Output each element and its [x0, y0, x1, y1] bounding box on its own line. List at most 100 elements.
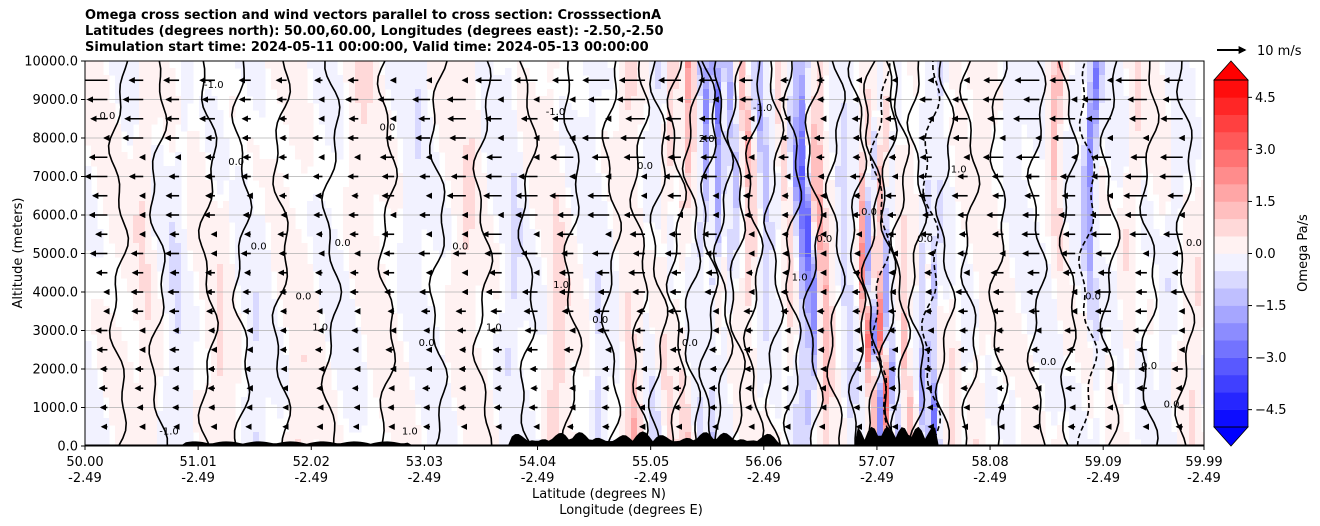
omega-cell	[385, 145, 392, 153]
omega-cell	[541, 313, 548, 321]
omega-cell	[289, 292, 296, 300]
omega-cell	[643, 383, 650, 391]
omega-cell	[85, 201, 92, 209]
omega-cell	[205, 334, 212, 342]
omega-cell	[511, 152, 518, 160]
omega-cell	[673, 355, 680, 363]
omega-cell	[733, 201, 740, 209]
omega-cell	[301, 110, 308, 118]
omega-cell	[397, 61, 404, 69]
omega-cell	[313, 215, 320, 223]
omega-cell	[355, 222, 362, 230]
omega-cell	[649, 397, 656, 405]
omega-cell	[709, 292, 716, 300]
omega-cell	[355, 117, 362, 125]
omega-cell	[571, 159, 578, 167]
omega-cell	[475, 271, 482, 279]
omega-cell	[667, 103, 674, 111]
omega-cell	[739, 89, 746, 97]
omega-cell	[133, 145, 140, 153]
omega-cell	[223, 222, 230, 230]
omega-cell	[271, 68, 278, 76]
omega-cell	[649, 390, 656, 398]
omega-cell	[739, 285, 746, 293]
omega-cell	[121, 257, 128, 265]
omega-cell	[349, 110, 356, 118]
omega-cell	[457, 390, 464, 398]
omega-cell	[619, 201, 626, 209]
omega-cell	[553, 376, 560, 384]
omega-cell	[439, 432, 446, 440]
omega-cell	[499, 397, 506, 405]
omega-cell	[751, 208, 758, 216]
omega-cell	[181, 376, 188, 384]
omega-cell	[331, 82, 338, 90]
omega-cell	[289, 110, 296, 118]
omega-cell	[589, 313, 596, 321]
omega-cell	[493, 152, 500, 160]
omega-cell	[355, 138, 362, 146]
omega-cell	[343, 292, 350, 300]
omega-cell	[439, 61, 446, 69]
omega-cell	[547, 299, 554, 307]
omega-cell	[259, 306, 266, 314]
omega-cell	[271, 257, 278, 265]
omega-cell	[553, 320, 560, 328]
omega-cell	[175, 194, 182, 202]
omega-cell	[325, 257, 332, 265]
omega-cell	[487, 390, 494, 398]
omega-cell	[619, 257, 626, 265]
omega-cell	[421, 348, 428, 356]
omega-cell	[679, 187, 686, 195]
omega-cell	[421, 152, 428, 160]
omega-cell	[451, 166, 458, 174]
omega-cell	[259, 285, 266, 293]
omega-cell	[529, 89, 536, 97]
omega-cell	[199, 278, 206, 286]
omega-cell	[145, 201, 152, 209]
omega-cell	[103, 117, 110, 125]
omega-cell	[325, 103, 332, 111]
omega-cell	[187, 313, 194, 321]
omega-cell	[721, 348, 728, 356]
omega-cell	[433, 110, 440, 118]
omega-cell	[253, 320, 260, 328]
omega-cell	[235, 180, 242, 188]
omega-cell	[631, 215, 638, 223]
omega-cell	[745, 285, 752, 293]
omega-cell	[283, 89, 290, 97]
omega-cell	[163, 103, 170, 111]
omega-cell	[139, 432, 146, 440]
omega-cell	[415, 348, 422, 356]
omega-cell	[313, 243, 320, 251]
omega-cell	[295, 145, 302, 153]
omega-cell	[571, 131, 578, 139]
omega-cell	[505, 194, 512, 202]
omega-cell	[325, 320, 332, 328]
omega-cell	[421, 292, 428, 300]
omega-cell	[379, 355, 386, 363]
omega-cell	[415, 229, 422, 237]
omega-cell	[391, 75, 398, 83]
omega-cell	[379, 292, 386, 300]
omega-cell	[145, 292, 152, 300]
omega-cell	[361, 208, 368, 216]
omega-cell	[451, 432, 458, 440]
omega-cell	[325, 306, 332, 314]
omega-cell	[733, 257, 740, 265]
omega-cell	[649, 418, 656, 426]
omega-cell	[265, 159, 272, 167]
omega-cell	[295, 397, 302, 405]
omega-cell	[223, 376, 230, 384]
omega-cell	[253, 383, 260, 391]
omega-cell	[85, 425, 92, 433]
omega-cell	[157, 159, 164, 167]
omega-cell	[613, 271, 620, 279]
omega-cell	[145, 152, 152, 160]
omega-cell	[511, 187, 518, 195]
omega-cell	[103, 383, 110, 391]
omega-cell	[691, 411, 698, 419]
omega-cell	[535, 292, 542, 300]
omega-cell	[733, 215, 740, 223]
omega-cell	[541, 376, 548, 384]
